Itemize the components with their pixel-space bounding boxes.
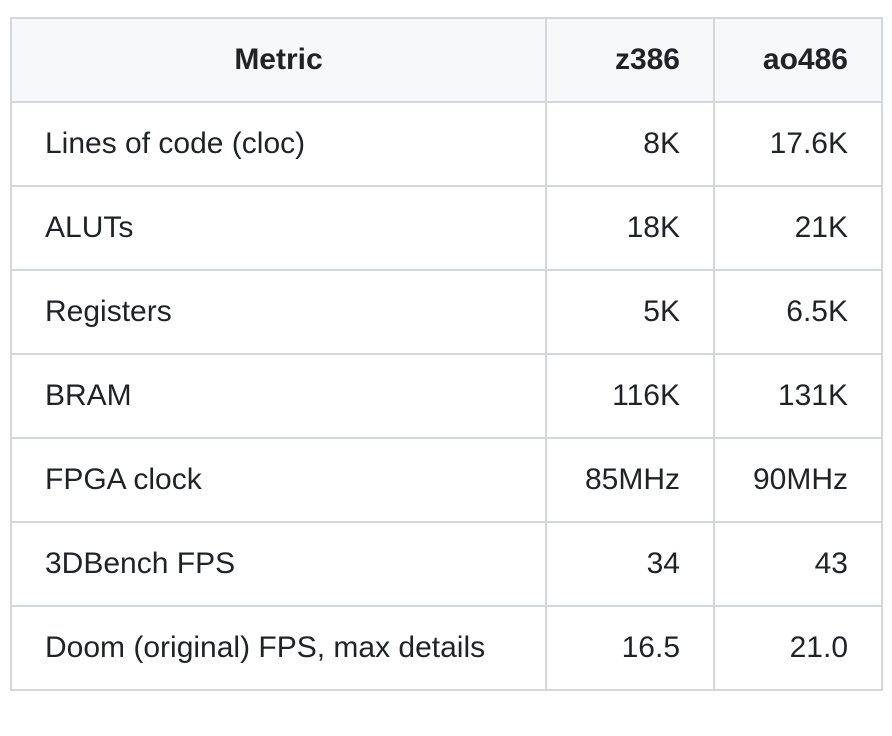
table-header: Metric z386 ao486 [10, 17, 883, 103]
value-cell: 85MHz [545, 437, 715, 523]
value-cell: 21.0 [713, 605, 883, 691]
table-body: Lines of code (cloc) 8K 17.6K ALUTs 18K 21K Re… [10, 101, 883, 691]
value-cell: 131K [713, 353, 883, 439]
value-cell: 90MHz [713, 437, 883, 523]
value-cell: 17.6K [713, 101, 883, 187]
table-row: Doom (original) FPS, max details 16.5 21.0 [10, 605, 883, 691]
value-cell: 8K [545, 101, 715, 187]
value-cell: 21K [713, 185, 883, 271]
table-row: FPGA clock 85MHz 90MHz [10, 437, 883, 523]
header-cell: z386 [545, 17, 715, 103]
metric-cell: 3DBench FPS [10, 521, 547, 607]
metric-cell: Lines of code (cloc) [10, 101, 547, 187]
table-row: Registers 5K 6.5K [10, 269, 883, 355]
metric-cell: ALUTs [10, 185, 547, 271]
metric-cell: Registers [10, 269, 547, 355]
table-row: BRAM 116K 131K [10, 353, 883, 439]
value-cell: 34 [545, 521, 715, 607]
header-row: Metric z386 ao486 [10, 17, 883, 103]
value-cell: 5K [545, 269, 715, 355]
value-cell: 116K [545, 353, 715, 439]
metric-cell: BRAM [10, 353, 547, 439]
table-row: ALUTs 18K 21K [10, 185, 883, 271]
header-cell: ao486 [713, 17, 883, 103]
comparison-table: Metric z386 ao486 Lines of code (cloc) 8K 17… [10, 17, 883, 691]
table-row: Lines of code (cloc) 8K 17.6K [10, 101, 883, 187]
metric-cell: FPGA clock [10, 437, 547, 523]
value-cell: 6.5K [713, 269, 883, 355]
header-cell: Metric [10, 17, 547, 103]
table-row: 3DBench FPS 34 43 [10, 521, 883, 607]
value-cell: 43 [713, 521, 883, 607]
value-cell: 18K [545, 185, 715, 271]
value-cell: 16.5 [545, 605, 715, 691]
metric-cell: Doom (original) FPS, max details [10, 605, 547, 691]
